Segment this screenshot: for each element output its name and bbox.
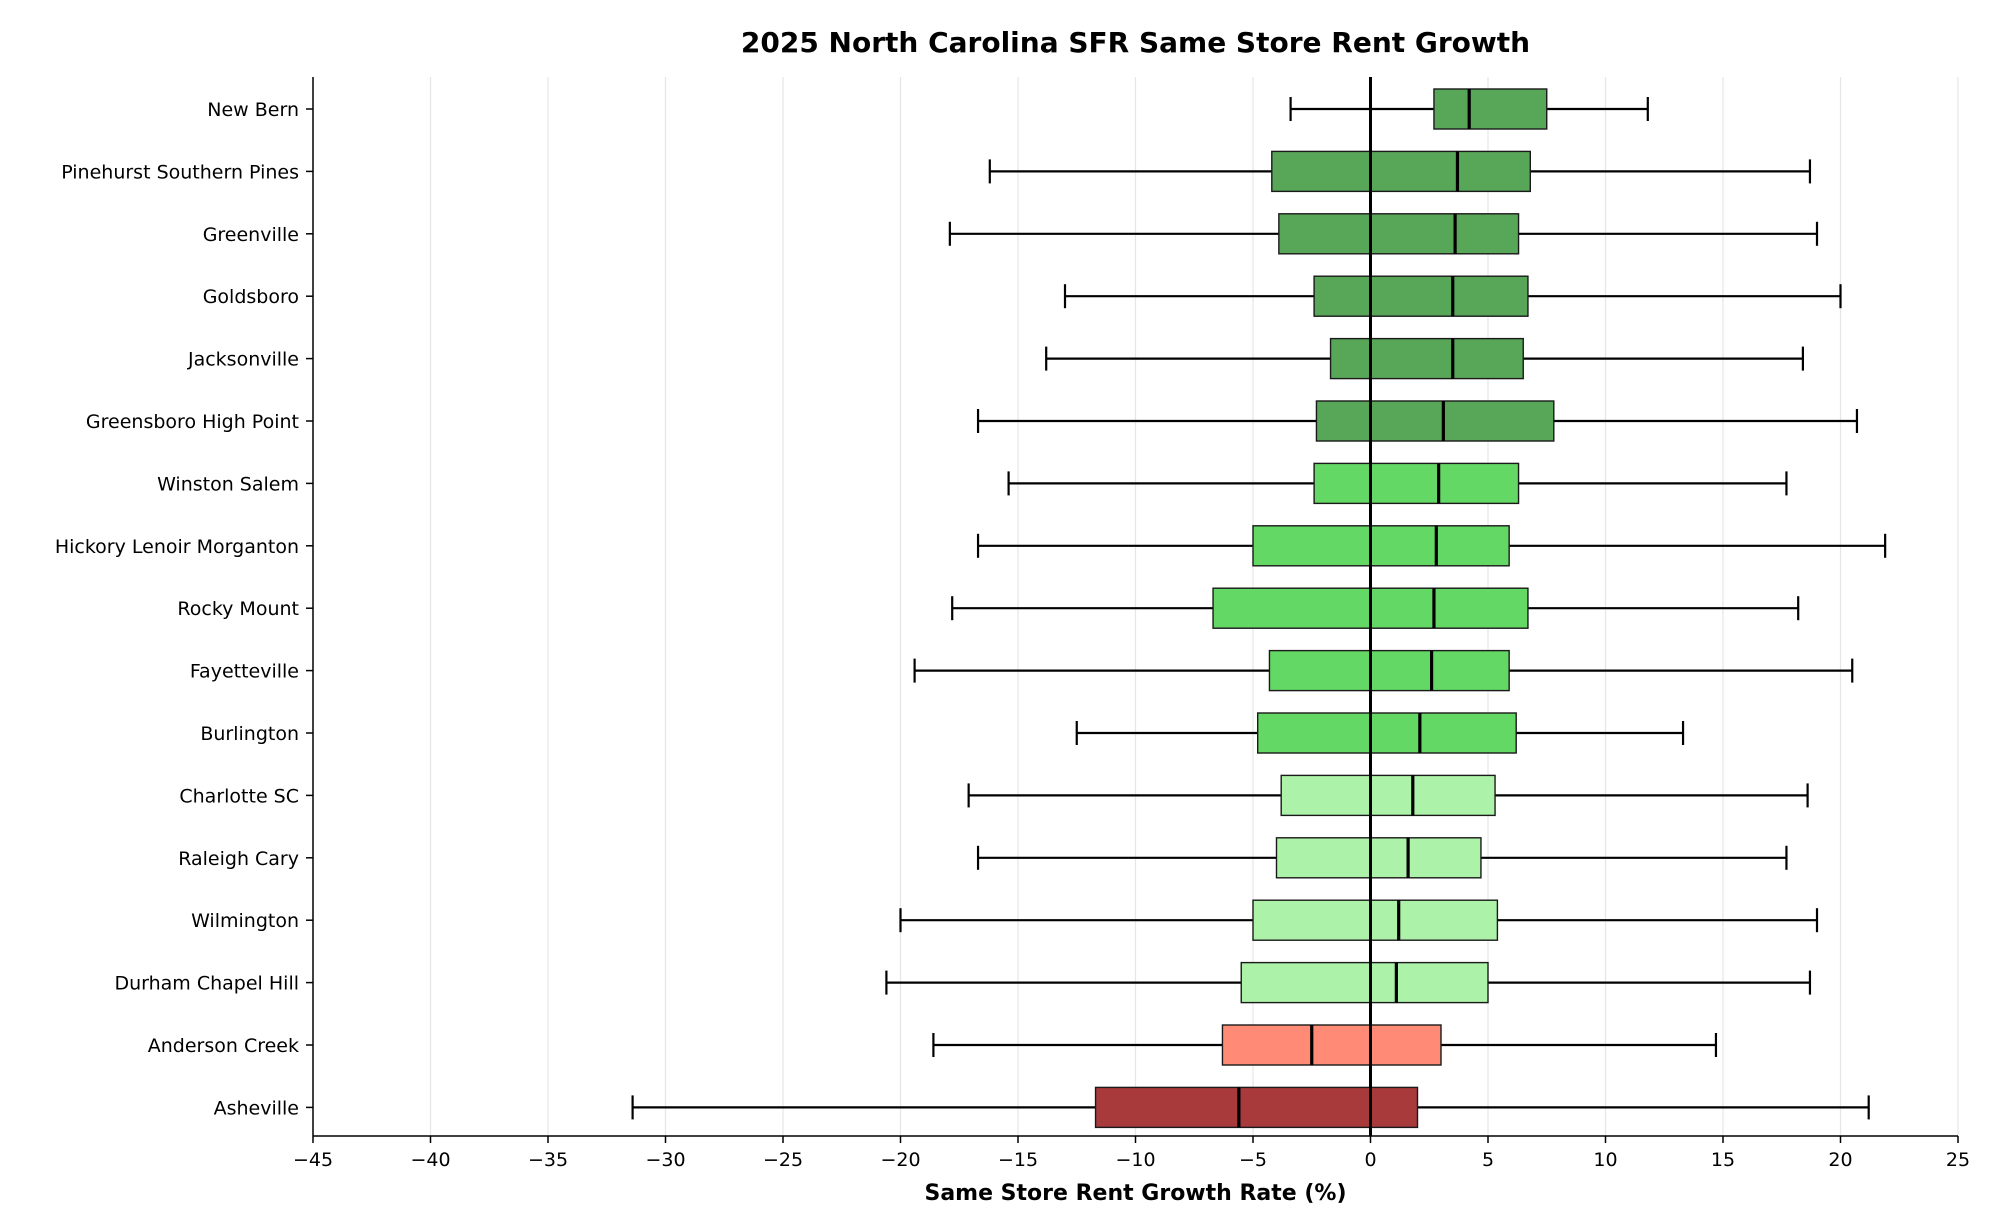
iqr-box — [1252, 525, 1510, 567]
box-group — [1075, 712, 1685, 754]
category-label: Pinehurst Southern Pines — [61, 161, 299, 183]
x-tick-label: 20 — [1828, 1149, 1852, 1171]
category-label: Winston Salem — [157, 473, 299, 495]
chart-title: 2025 North Carolina SFR Same Store Rent … — [741, 26, 1530, 59]
category-label: Durham Chapel Hill — [114, 973, 299, 995]
iqr-box — [1278, 213, 1520, 255]
iqr-box — [1256, 712, 1517, 754]
box-group — [976, 400, 1859, 442]
category-label: Greenville — [203, 224, 299, 246]
box-group — [1289, 88, 1649, 130]
iqr-box — [1275, 837, 1482, 879]
x-tick-label: 15 — [1711, 1149, 1735, 1171]
category-label: Burlington — [200, 723, 299, 745]
box-group — [899, 899, 1819, 941]
box-group — [976, 837, 1788, 879]
grid-layer — [429, 77, 1959, 1136]
axes-layer — [312, 77, 1958, 1137]
x-tick-label: −10 — [1115, 1149, 1155, 1171]
iqr-box — [1313, 462, 1520, 505]
x-axis-label: Same Store Rent Growth Rate (%) — [924, 1181, 1346, 1206]
iqr-box — [1268, 649, 1510, 692]
iqr-box — [1271, 150, 1532, 193]
iqr-box — [1433, 88, 1548, 130]
x-tick-label: 5 — [1482, 1149, 1494, 1171]
x-tick-label: −25 — [763, 1149, 803, 1171]
box-group — [1045, 337, 1805, 380]
x-tick-label: −20 — [880, 1149, 920, 1171]
box-layer — [631, 88, 1887, 1129]
category-label: Jacksonville — [187, 349, 299, 371]
x-tick-label: −30 — [645, 1149, 685, 1171]
y-tick-layer: New Bern Pinehurst Southern Pines Greenvil… — [55, 99, 313, 1119]
x-tick-label: 0 — [1364, 1149, 1376, 1171]
box-group — [1007, 462, 1788, 505]
x-tick-label: 25 — [1946, 1149, 1970, 1171]
box-group — [913, 649, 1854, 692]
x-tick-label: 10 — [1593, 1149, 1617, 1171]
iqr-box — [1313, 275, 1529, 317]
category-label: Raleigh Cary — [178, 848, 299, 870]
x-tick-label: −45 — [293, 1149, 333, 1171]
x-tick-label: −35 — [528, 1149, 568, 1171]
box-group — [885, 961, 1812, 1004]
x-tick-label: −40 — [410, 1149, 450, 1171]
category-label: Hickory Lenoir Morganton — [55, 536, 299, 558]
iqr-box — [1221, 1024, 1442, 1066]
category-label: Fayetteville — [190, 661, 299, 683]
box-group — [948, 213, 1819, 255]
category-label: Goldsboro — [203, 286, 299, 308]
iqr-box — [1240, 961, 1489, 1004]
box-group — [951, 587, 1800, 629]
x-tick-label: −5 — [1239, 1149, 1267, 1171]
iqr-box — [1094, 1086, 1419, 1129]
iqr-box — [1280, 774, 1496, 817]
x-tick-layer: −45 −40 −35 −30 −25 −20 −15 −10 −5 0 5 10 15 20 25 — [293, 1136, 1970, 1171]
box-group — [932, 1024, 1718, 1066]
iqr-box — [1252, 899, 1499, 941]
iqr-box — [1329, 337, 1524, 380]
category-label: Asheville — [214, 1097, 299, 1119]
category-label: Anderson Creek — [148, 1035, 299, 1057]
box-group — [967, 774, 1809, 817]
category-label: New Bern — [207, 99, 299, 121]
box-group — [988, 150, 1812, 193]
category-label: Charlotte SC — [179, 785, 299, 807]
category-label: Rocky Mount — [177, 598, 299, 620]
iqr-box — [1315, 400, 1555, 442]
box-group — [1063, 275, 1842, 317]
box-group — [631, 1086, 1870, 1129]
box-group — [976, 525, 1887, 567]
category-label: Wilmington — [191, 910, 299, 932]
x-tick-label: −15 — [998, 1149, 1038, 1171]
category-label: Greensboro High Point — [86, 411, 299, 433]
